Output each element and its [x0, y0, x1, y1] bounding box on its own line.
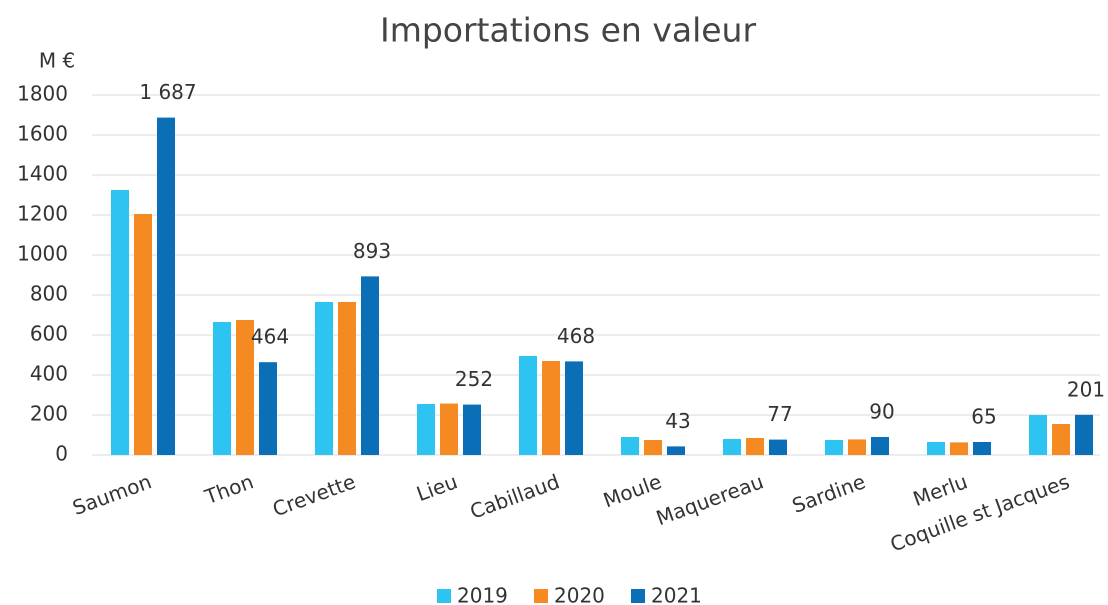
bar	[440, 403, 458, 455]
bar	[769, 439, 787, 455]
x-tick-label: Saumon	[69, 469, 154, 520]
bar	[157, 117, 175, 455]
bar	[1029, 415, 1047, 455]
data-label: 65	[971, 405, 996, 429]
bar	[621, 437, 639, 455]
data-label: 468	[557, 324, 595, 348]
y-tick-label: 0	[55, 442, 68, 466]
chart-title: Importations en valeur	[380, 11, 756, 50]
bar	[519, 356, 537, 455]
x-tick-label: Cabillaud	[467, 469, 563, 523]
bar	[236, 320, 254, 455]
y-tick-label: 1000	[17, 242, 68, 266]
y-tick-label: 1800	[17, 82, 68, 106]
bar	[213, 322, 231, 455]
bar	[315, 302, 333, 455]
legend-label: 2019	[457, 584, 508, 605]
bar	[927, 442, 945, 455]
legend-swatch	[437, 589, 451, 603]
bar	[848, 439, 866, 455]
bar	[667, 446, 685, 455]
data-label: 893	[353, 239, 391, 263]
bar	[973, 442, 991, 455]
bar	[1075, 414, 1093, 455]
data-label: 77	[767, 402, 792, 426]
data-label: 252	[455, 367, 493, 391]
y-axis-label: M €	[39, 49, 75, 73]
y-tick-label: 400	[30, 362, 68, 386]
x-tick-label: Coquille st Jacques	[887, 469, 1073, 556]
data-label: 1 687	[139, 80, 196, 104]
bar	[417, 404, 435, 455]
data-label: 464	[251, 325, 289, 349]
x-tick-label: Thon	[201, 469, 257, 509]
x-tick-label: Crevette	[269, 469, 358, 521]
y-tick-label: 1400	[17, 162, 68, 186]
bar	[361, 276, 379, 455]
bar	[134, 214, 152, 455]
legend-swatch	[534, 589, 548, 603]
legend-label: 2020	[554, 584, 605, 605]
legend-label: 2021	[651, 584, 702, 605]
x-tick-label: Sardine	[789, 469, 869, 518]
bar	[1052, 424, 1070, 455]
bar	[338, 302, 356, 455]
bar	[565, 361, 583, 455]
bar	[111, 190, 129, 455]
bar	[542, 361, 560, 455]
x-tick-label: Merlu	[910, 469, 971, 511]
bar	[644, 440, 662, 455]
bar	[463, 404, 481, 455]
y-tick-label: 600	[30, 322, 68, 346]
bar	[950, 442, 968, 455]
bar	[825, 440, 843, 455]
bar	[871, 437, 889, 455]
x-tick-label: Lieu	[413, 469, 460, 506]
legend-swatch	[631, 589, 645, 603]
y-tick-label: 1600	[17, 122, 68, 146]
x-tick-label: Maquereau	[653, 469, 767, 530]
y-tick-label: 800	[30, 282, 68, 306]
bar	[259, 362, 277, 455]
data-label: 43	[665, 409, 690, 433]
data-label: 201	[1067, 377, 1105, 401]
bar	[746, 438, 764, 455]
data-label: 90	[869, 400, 894, 424]
bar	[723, 439, 741, 455]
y-tick-label: 200	[30, 402, 68, 426]
y-tick-label: 1200	[17, 202, 68, 226]
